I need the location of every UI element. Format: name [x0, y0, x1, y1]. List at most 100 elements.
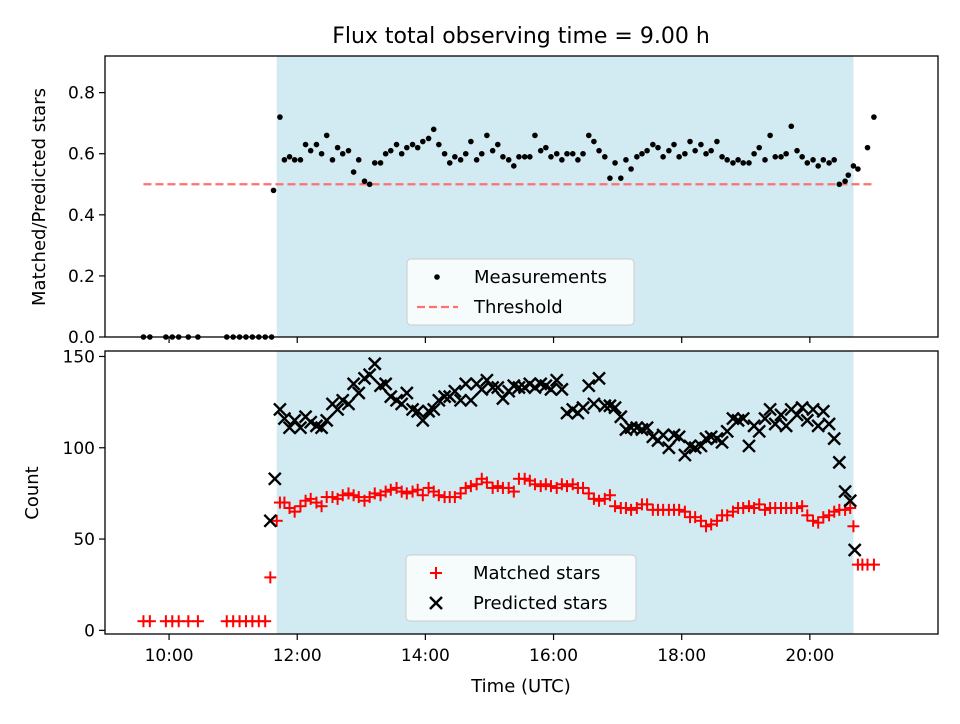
predicted-stars-point	[314, 420, 329, 435]
top-y-tick-label: 0.0	[68, 328, 95, 348]
matched-stars-point	[555, 478, 568, 491]
measurements-point	[436, 141, 442, 148]
predicted-stars-point	[277, 411, 292, 426]
measurements-point	[286, 153, 293, 160]
matched-stars-legend-marker	[430, 567, 442, 579]
predicted-stars-point	[410, 404, 425, 419]
predicted-stars-point	[779, 419, 793, 433]
measurements-point	[836, 181, 843, 188]
matched-stars-series	[137, 472, 880, 628]
predicted-stars-point	[715, 435, 729, 450]
measurements-point	[698, 141, 704, 148]
measurements-legend-marker	[434, 274, 440, 280]
matched-stars-point	[347, 489, 360, 502]
predicted-stars-point	[640, 420, 654, 435]
measurements-point	[596, 147, 602, 154]
measurements-point	[345, 147, 352, 154]
measurements-point	[730, 160, 736, 166]
matched-stars-point	[416, 489, 429, 502]
measurements-point	[516, 153, 522, 160]
predicted-stars-point	[774, 408, 788, 422]
measurements-point	[339, 150, 346, 157]
x-tick-label: 20:00	[785, 646, 834, 666]
matched-stars-point	[812, 516, 825, 529]
matched-stars-point	[753, 498, 766, 511]
predicted-stars-point	[448, 384, 462, 399]
matched-stars-point	[326, 491, 339, 504]
predicted-stars-point	[378, 377, 393, 391]
predicted-stars-point	[624, 420, 638, 435]
measurements-point	[398, 150, 405, 157]
measurements-point	[634, 153, 640, 160]
predicted-stars-point	[811, 419, 826, 433]
matched-stars-point	[673, 503, 686, 516]
measurements-point	[277, 114, 283, 120]
predicted-stars-point	[341, 397, 356, 411]
matched-stars-point	[678, 505, 691, 518]
predicted-stars-point	[282, 420, 297, 435]
matched-stars-point	[609, 500, 622, 513]
matched-stars-point	[336, 489, 349, 502]
measurements-series	[140, 114, 877, 340]
matched-stars-point	[384, 483, 397, 496]
matched-stars-point	[470, 478, 483, 491]
measurements-point	[692, 147, 698, 154]
predicted-stars-point	[832, 455, 847, 470]
predicted-stars-point	[474, 382, 489, 397]
matched-stars-point	[264, 571, 277, 584]
measurements-point	[666, 147, 672, 154]
predicted-stars-point	[267, 471, 282, 486]
measurements-point	[446, 160, 453, 166]
measurements-point	[302, 141, 309, 148]
matched-stars-point	[406, 485, 419, 498]
measurements-point	[831, 157, 837, 163]
measurements-point	[650, 141, 656, 148]
measurements-point	[815, 163, 821, 169]
measurements-point	[864, 144, 871, 151]
matched-stars-point	[593, 494, 606, 507]
predicted-stars-point	[720, 424, 735, 439]
matched-stars-point	[528, 478, 541, 491]
measurements-point	[462, 150, 469, 157]
measurements-point	[494, 141, 501, 148]
bottom-y-tick-label: 100	[63, 439, 95, 459]
matched-stars-point	[288, 505, 301, 518]
matched-stars-point	[395, 485, 408, 498]
predicted-stars-point	[426, 402, 441, 417]
measurements-point	[393, 141, 400, 148]
predicted-stars-point	[790, 408, 804, 422]
matched-stars-point	[560, 480, 573, 493]
measurements-point	[682, 150, 688, 157]
measurements-point	[820, 157, 827, 163]
predicted-stars-point	[330, 402, 345, 417]
measurements-point	[441, 150, 448, 157]
top-y-tick-label: 0.2	[68, 267, 95, 287]
measurements-point	[548, 153, 554, 160]
predicted-stars-point	[453, 393, 468, 408]
x-tick-label: 14:00	[401, 646, 450, 666]
matched-stars-point	[191, 615, 204, 628]
matched-stars-point	[544, 480, 557, 493]
measurements-point	[612, 160, 618, 166]
measurements-point	[323, 132, 330, 139]
measurements-point	[532, 132, 538, 139]
measurements-point	[687, 138, 693, 145]
predicted-stars-point	[608, 400, 622, 415]
measurements-point	[484, 132, 490, 139]
matched-stars-point	[828, 505, 841, 518]
measurements-point	[644, 147, 650, 154]
predicted-stars-point	[656, 428, 670, 442]
predicted-stars-point	[806, 402, 820, 417]
matched-stars-point	[464, 480, 477, 493]
measurements-point	[842, 178, 848, 185]
measurements-point	[845, 172, 852, 178]
measurements-point	[855, 166, 861, 172]
measurements-point	[575, 157, 581, 163]
predicted-stars-point	[827, 431, 842, 446]
predicted-stars-point	[576, 400, 590, 415]
matched-stars-point	[480, 476, 493, 489]
bottom-y-axis-label: Count	[22, 466, 43, 519]
measurements-point	[521, 153, 528, 160]
measurements-point	[778, 153, 784, 160]
